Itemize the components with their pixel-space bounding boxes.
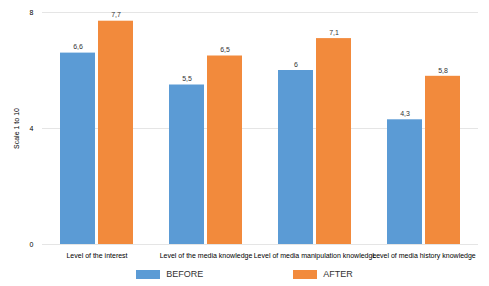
- svg-text:0: 0: [30, 241, 34, 248]
- html-text:BEFORE: BEFORE: [166, 269, 204, 279]
- svg-text:6,5: 6,5: [220, 46, 230, 53]
- svg-text:6,6: 6,6: [73, 43, 83, 50]
- svg-text:5,5: 5,5: [182, 75, 192, 82]
- svg-text:7,1: 7,1: [329, 29, 339, 36]
- svg-text:7,7: 7,7: [111, 11, 121, 18]
- svg-text:4: 4: [30, 125, 34, 132]
- svg-text:Level of media history knowled: Level of media history knowledge: [372, 252, 476, 260]
- svg-text:5,8: 5,8: [438, 67, 448, 74]
- svg-text:Level of the interest: Level of the interest: [66, 252, 127, 259]
- svg-text:4,3: 4,3: [400, 110, 410, 117]
- svg-text:Level of media manipulation kn: Level of media manipulation knowledge: [254, 252, 377, 260]
- html-text:AFTER: AFTER: [323, 269, 353, 279]
- svg-text:Scale 1 to 10: Scale 1 to 10: [13, 108, 20, 149]
- svg-text:Level of the media knowledge: Level of the media knowledge: [160, 252, 253, 260]
- svg-text:8: 8: [30, 9, 34, 16]
- svg-text:6: 6: [294, 61, 298, 68]
